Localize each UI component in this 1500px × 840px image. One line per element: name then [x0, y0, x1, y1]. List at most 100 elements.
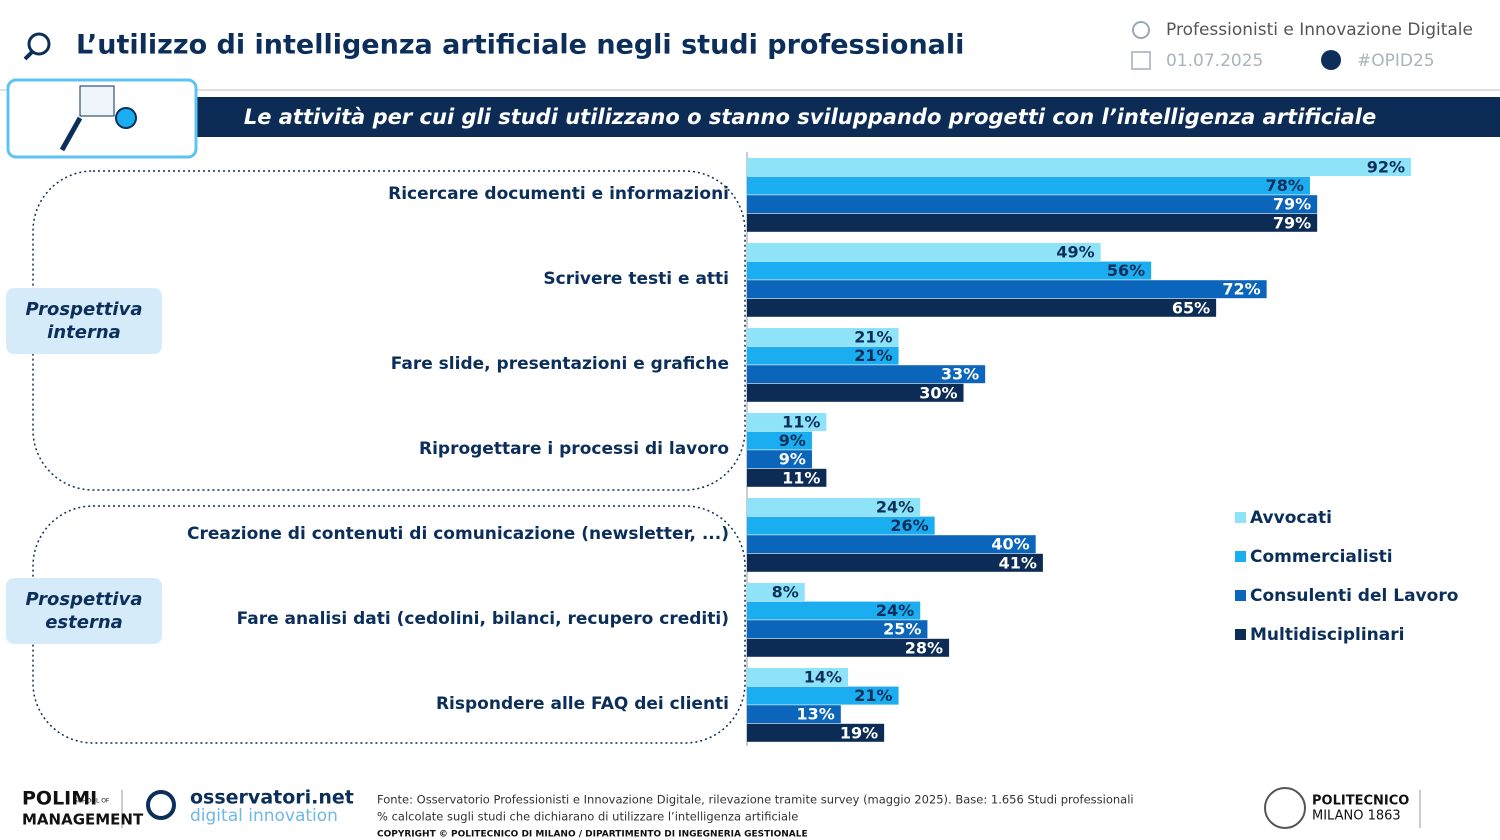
- bar: [747, 516, 935, 535]
- bar: [747, 601, 921, 620]
- management-logo: MANAGEMENT: [22, 811, 144, 829]
- bar: [747, 553, 1043, 572]
- value-label: 25%: [883, 620, 921, 639]
- illustration-arm: [59, 116, 83, 152]
- chart-title: Le attività per cui gli studi utilizzano…: [244, 105, 1376, 129]
- bar: [747, 705, 841, 724]
- category-label: Riprogettare i processi di lavoro: [419, 439, 729, 459]
- category-label: Scrivere testi e atti: [543, 269, 729, 289]
- value-label: 11%: [782, 468, 820, 487]
- category-label: Fare slide, presentazioni e grafiche: [391, 354, 729, 374]
- value-label: 72%: [1222, 280, 1260, 299]
- group-label: Prospettiva interna: [26, 299, 143, 343]
- value-label: 13%: [797, 705, 835, 724]
- legend-swatch: [1235, 590, 1246, 601]
- bar: [747, 213, 1318, 232]
- legend-swatch: [1235, 629, 1246, 640]
- bar: [747, 686, 899, 705]
- value-label: 21%: [854, 346, 892, 365]
- bar: [747, 298, 1217, 317]
- bar: [747, 638, 950, 657]
- bar: [747, 723, 885, 742]
- observatory-icon: [1132, 21, 1150, 39]
- legend-label: Avvocati: [1250, 508, 1332, 528]
- observatory: Professionisti e Innovazione Digitale: [1166, 20, 1473, 40]
- bar: [747, 195, 1318, 214]
- note: % calcolate sugli studi che dichiarano d…: [377, 810, 798, 824]
- illustration-board: [79, 85, 115, 117]
- legend-label: Multidisciplinari: [1250, 625, 1404, 645]
- value-label: 24%: [876, 498, 914, 517]
- osservatori-logo: osservatori.net: [190, 787, 354, 809]
- bar: [747, 261, 1152, 280]
- value-label: 28%: [905, 638, 943, 657]
- date: 01.07.2025: [1166, 51, 1263, 71]
- group-label: Prospettiva esterna: [26, 589, 143, 633]
- bar: [747, 620, 928, 639]
- illustration: [6, 78, 198, 159]
- bar: [747, 243, 1101, 261]
- value-label: 92%: [1367, 158, 1405, 177]
- value-label: 21%: [854, 686, 892, 705]
- source: Fonte: Osservatorio Professionisti e Inn…: [377, 793, 1134, 807]
- legend-swatch: [1235, 551, 1246, 562]
- polimi-logo: POLIMI: [22, 788, 97, 810]
- bar: [747, 535, 1036, 554]
- bar: [747, 328, 899, 346]
- group-label-box: [6, 578, 162, 644]
- value-label: 21%: [854, 328, 892, 347]
- search-icon: [27, 32, 51, 56]
- value-label: 14%: [804, 668, 842, 687]
- copyright: COPYRIGHT © POLITECNICO DI MILANO / DIPA…: [377, 830, 808, 840]
- bar: [747, 450, 812, 469]
- politecnico-seal: [1264, 787, 1306, 829]
- value-label: 11%: [782, 413, 820, 432]
- bar: [747, 158, 1411, 176]
- value-label: 79%: [1273, 195, 1311, 214]
- bar: [747, 365, 986, 384]
- category-label: Ricercare documenti e informazioni: [388, 184, 729, 204]
- value-label: 9%: [779, 431, 806, 450]
- osservatori-icon: [146, 790, 176, 820]
- value-label: 8%: [772, 583, 799, 602]
- twitter-icon: [1321, 50, 1341, 70]
- bar: [747, 583, 805, 601]
- value-label: 78%: [1266, 176, 1304, 195]
- bar: [747, 176, 1310, 195]
- digital-logo: digital innovation: [190, 806, 338, 826]
- illustration-robot: [115, 107, 137, 129]
- page-title: L’utilizzo di intelligenza artificiale n…: [76, 30, 964, 61]
- legend-label: Commercialisti: [1250, 547, 1393, 567]
- bar: [747, 668, 849, 686]
- banner: [195, 97, 1500, 137]
- polimi-logo-sub: SCHOOL OF: [74, 798, 110, 805]
- value-label: 24%: [876, 601, 914, 620]
- bar: [747, 413, 827, 431]
- value-label: 9%: [779, 450, 806, 469]
- value-label: 56%: [1107, 261, 1145, 280]
- politecnico-logo: POLITECNICO: [1312, 794, 1409, 809]
- category-label: Rispondere alle FAQ dei clienti: [436, 694, 729, 714]
- calendar-icon: [1131, 51, 1151, 70]
- value-label: 40%: [991, 535, 1029, 554]
- value-label: 19%: [840, 723, 878, 742]
- value-label: 26%: [890, 516, 928, 535]
- category-label: Creazione di contenuti di comunicazione …: [187, 524, 729, 544]
- value-label: 30%: [919, 383, 957, 402]
- bar: [747, 346, 899, 365]
- value-label: 79%: [1273, 213, 1311, 232]
- value-label: 33%: [941, 365, 979, 384]
- legend-label: Consulenti del Lavoro: [1250, 586, 1458, 606]
- group-label-box: [6, 288, 162, 354]
- bar: [747, 280, 1267, 299]
- bar: [747, 431, 812, 450]
- value-label: 49%: [1056, 243, 1094, 262]
- search-icon-handle: [23, 50, 34, 61]
- bar: [747, 468, 827, 487]
- value-label: 41%: [999, 553, 1037, 572]
- bar: [747, 383, 964, 402]
- legend-swatch: [1235, 512, 1246, 523]
- hashtag: #OPID25: [1357, 51, 1435, 71]
- group-frame: [32, 170, 746, 491]
